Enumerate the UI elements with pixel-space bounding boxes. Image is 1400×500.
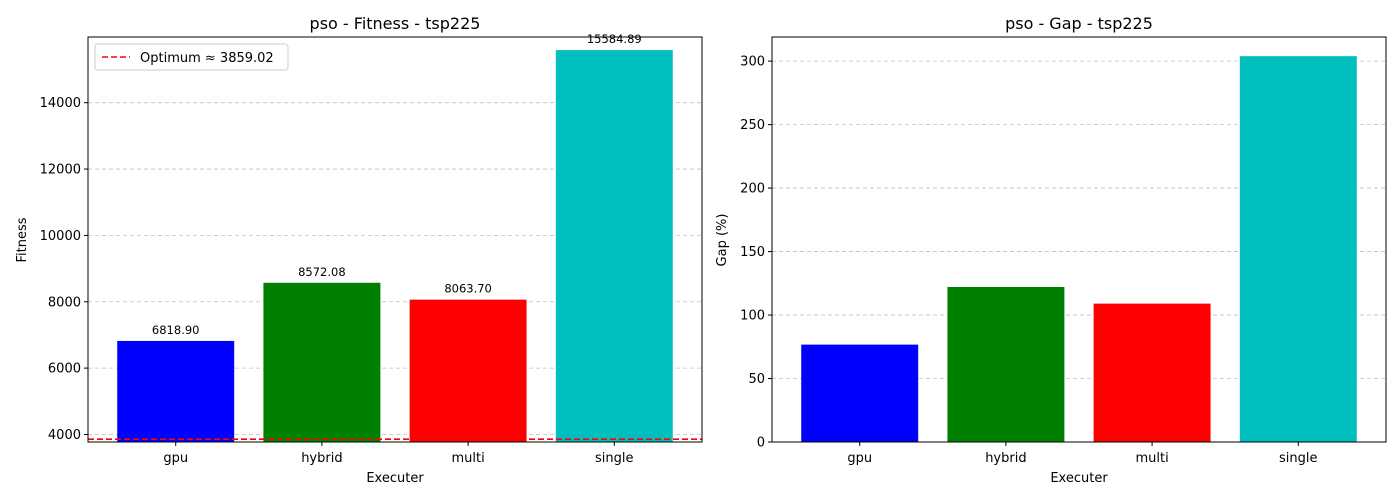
- fitness-bar-hybrid: [263, 282, 381, 442]
- gap-y-tick-label: 300: [740, 55, 765, 70]
- fitness-x-tick-label: multi: [451, 451, 484, 466]
- gap-bar-hybrid: [947, 286, 1065, 442]
- fitness-y-tick-label: 6000: [48, 362, 81, 377]
- legend-optimum-label: Optimum ≈ 3859.02: [140, 51, 274, 66]
- fitness-x-axis-label: Executer: [366, 471, 424, 486]
- gap-plot-frame: [771, 36, 1387, 443]
- fitness-bar-value-label: 15584.89: [587, 32, 642, 46]
- gap-x-axis: gpu hybrid multi single: [847, 442, 1318, 466]
- fitness-y-tick-label: 10000: [40, 229, 81, 244]
- fitness-x-axis: gpu hybrid multi single: [163, 442, 634, 466]
- fitness-chart: pso - Fitness - tsp225 6818.90 8572.08 806…: [15, 14, 703, 486]
- fitness-bar-value-labels: 6818.90 8572.08 8063.70 15584.89: [152, 32, 642, 337]
- gap-x-tick-label: single: [1279, 451, 1318, 466]
- gap-x-tick-label: hybrid: [985, 451, 1026, 466]
- gap-y-tick-label: 150: [740, 245, 765, 260]
- fitness-bar-single: [555, 50, 673, 443]
- gap-y-tick-label: 50: [748, 372, 765, 387]
- gap-y-tick-label: 200: [740, 182, 765, 197]
- gap-y-tick-label: 250: [740, 118, 765, 133]
- gap-y-tick-label: 0: [757, 436, 765, 451]
- fitness-plot-frame: [87, 36, 703, 443]
- gap-y-tick-label: 100: [740, 309, 765, 324]
- gap-y-axis-label: Gap (%): [715, 214, 730, 267]
- fitness-x-tick-label: gpu: [163, 451, 188, 466]
- fitness-bar-gpu: [117, 340, 235, 442]
- gap-x-tick-label: multi: [1135, 451, 1168, 466]
- fitness-bar-value-label: 6818.90: [152, 323, 200, 337]
- gap-chart-title: pso - Gap - tsp225: [1005, 14, 1153, 33]
- gap-bar-single: [1239, 56, 1357, 443]
- fitness-y-tick-label: 4000: [48, 428, 81, 443]
- legend-box: [94, 43, 289, 71]
- fitness-x-tick-label: single: [595, 451, 634, 466]
- fitness-bars: [117, 50, 673, 443]
- fitness-y-tick-label: 8000: [48, 295, 81, 310]
- gap-chart: pso - Gap - tsp225 0 50 100 150 200 250 300 gp…: [715, 14, 1387, 486]
- fitness-chart-title: pso - Fitness - tsp225: [310, 14, 481, 33]
- legend: Optimum ≈ 3859.02: [94, 43, 289, 71]
- gap-x-axis-label: Executer: [1050, 471, 1108, 486]
- fitness-y-tick-label: 12000: [40, 163, 81, 178]
- gap-bar-multi: [1093, 303, 1211, 442]
- fitness-bar-multi: [409, 299, 527, 442]
- fitness-y-axis-label: Fitness: [15, 217, 30, 262]
- gap-y-axis: 0 50 100 150 200 250 300: [740, 55, 772, 451]
- fitness-y-axis: 4000 6000 8000 10000 12000 14000: [40, 96, 88, 443]
- fitness-bar-value-label: 8572.08: [298, 265, 346, 279]
- fitness-x-tick-label: hybrid: [301, 451, 342, 466]
- gap-bar-gpu: [801, 344, 919, 442]
- fitness-bar-value-label: 8063.70: [444, 282, 492, 296]
- gap-x-tick-label: gpu: [847, 451, 872, 466]
- gap-bars: [801, 56, 1357, 443]
- fitness-y-tick-label: 14000: [40, 96, 81, 111]
